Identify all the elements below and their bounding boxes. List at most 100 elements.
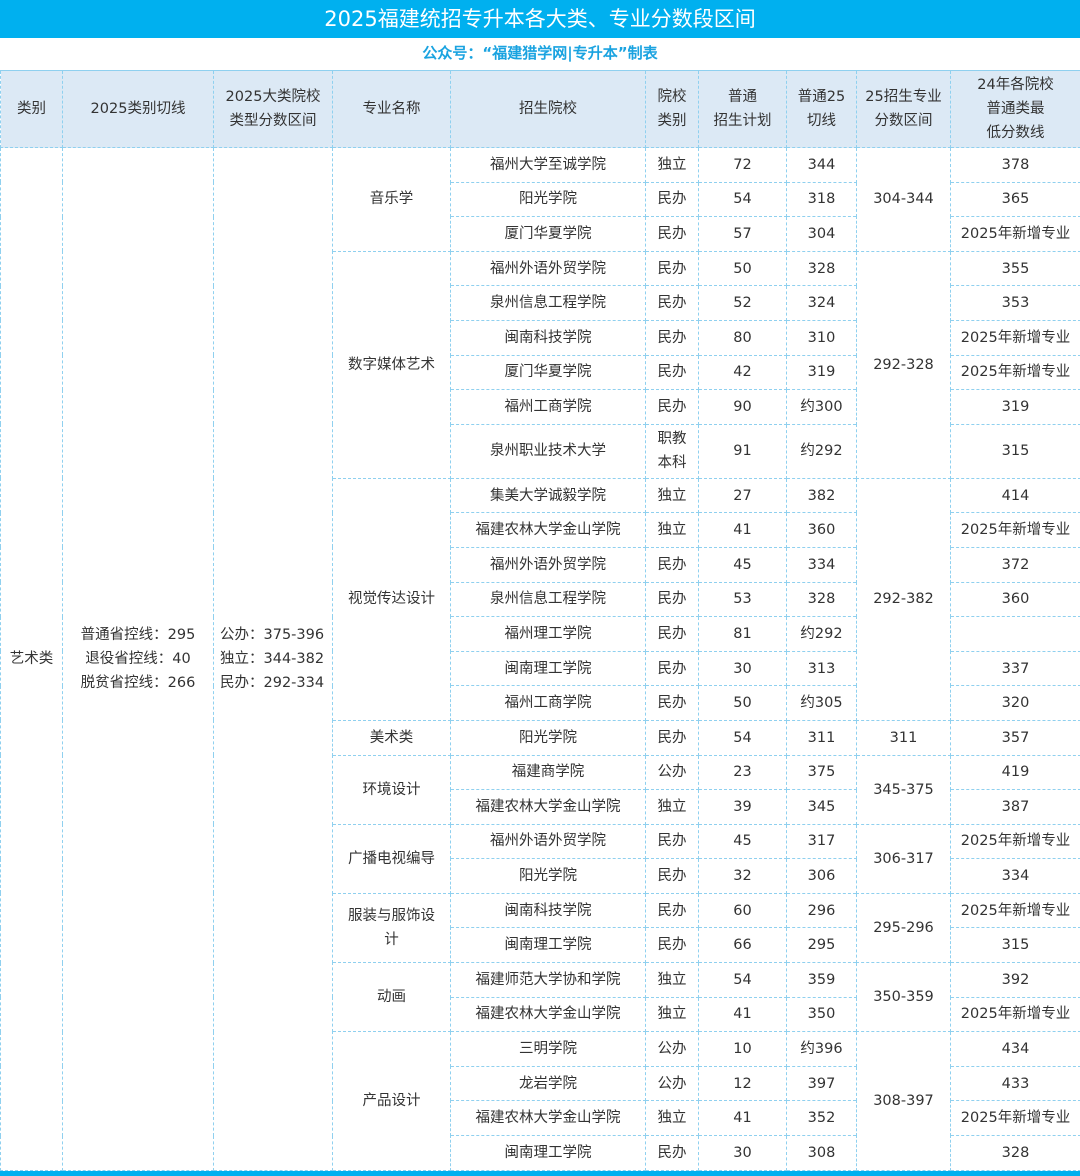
major-range-cell: 295-296 [857, 893, 951, 962]
column-header: 招生院校 [451, 71, 646, 148]
school-type-cell: 独立 [646, 513, 699, 548]
column-header-line: 类别 [1, 97, 62, 121]
cutoff-cell: 397 [787, 1066, 857, 1101]
school-type-cell: 民办 [646, 686, 699, 721]
column-header-label: 院校类别 [657, 85, 687, 133]
major-range-cell: 311 [857, 720, 951, 755]
min-score-24-cell: 353 [951, 286, 1080, 321]
min-score-24-cell: 433 [951, 1066, 1080, 1101]
column-header-line: 25招生专业 [857, 85, 950, 109]
min-score-24-cell: 2025年新增专业 [951, 893, 1080, 928]
column-header: 普通25切线 [787, 71, 857, 148]
column-header-line: 专业名称 [333, 97, 450, 121]
school-cell: 福建商学院 [451, 755, 646, 790]
school-cell: 福州外语外贸学院 [451, 251, 646, 286]
school-type-cell: 公办 [646, 755, 699, 790]
min-score-24-cell: 328 [951, 1136, 1080, 1171]
school-cell: 闽南理工学院 [451, 928, 646, 963]
school-cell: 泉州职业技术大学 [451, 424, 646, 478]
cutoff-cell: 308 [787, 1136, 857, 1171]
cutoff-cell: 345 [787, 790, 857, 825]
min-score-24-cell: 319 [951, 390, 1080, 425]
min-score-24-cell: 434 [951, 1032, 1080, 1067]
plan-cell: 41 [699, 1101, 787, 1136]
school-type-cell: 民办 [646, 547, 699, 582]
category-cutoff-cell-line: 退役省控线：40 [63, 647, 213, 671]
column-header: 25招生专业分数区间 [857, 71, 951, 148]
cutoff-cell: 350 [787, 997, 857, 1032]
type-range-cell-line: 民办：292-334 [220, 671, 332, 695]
cutoff-cell: 318 [787, 182, 857, 217]
cutoff-cell: 344 [787, 148, 857, 183]
school-cell: 福州大学至诚学院 [451, 148, 646, 183]
column-header: 类别 [1, 71, 63, 148]
school-cell: 闽南理工学院 [451, 1136, 646, 1171]
major-name-cell: 服装与服饰设计 [333, 893, 451, 962]
min-score-24-cell: 365 [951, 182, 1080, 217]
major-range-cell: 350-359 [857, 963, 951, 1032]
cutoff-cell: 360 [787, 513, 857, 548]
school-type-cell: 民办 [646, 859, 699, 894]
min-score-24-cell: 2025年新增专业 [951, 997, 1080, 1032]
plan-cell: 50 [699, 686, 787, 721]
school-type-cell: 独立 [646, 790, 699, 825]
school-cell: 福州工商学院 [451, 686, 646, 721]
cutoff-cell: 约292 [787, 617, 857, 652]
min-score-24-cell: 357 [951, 720, 1080, 755]
column-header-line: 2025大类院校 [214, 85, 332, 109]
school-cell: 集美大学诚毅学院 [451, 478, 646, 513]
school-type-cell: 独立 [646, 148, 699, 183]
cutoff-cell: 328 [787, 582, 857, 617]
cutoff-cell: 311 [787, 720, 857, 755]
plan-cell: 54 [699, 182, 787, 217]
school-type-cell: 民办 [646, 893, 699, 928]
min-score-24-cell: 2025年新增专业 [951, 355, 1080, 390]
min-score-24-cell: 320 [951, 686, 1080, 721]
school-type-cell: 民办 [646, 617, 699, 652]
school-type-label: 职教本科 [657, 427, 687, 475]
cutoff-cell: 295 [787, 928, 857, 963]
column-header-line: 分数区间 [857, 109, 950, 133]
plan-cell: 91 [699, 424, 787, 478]
school-cell: 福建师范大学协和学院 [451, 963, 646, 998]
min-score-24-cell: 378 [951, 148, 1080, 183]
plan-cell: 52 [699, 286, 787, 321]
major-range-cell: 308-397 [857, 1032, 951, 1170]
school-type-cell: 民办 [646, 217, 699, 252]
plan-cell: 41 [699, 997, 787, 1032]
column-header-line: 低分数线 [951, 121, 1080, 145]
cutoff-cell: 310 [787, 320, 857, 355]
school-type-cell: 民办 [646, 651, 699, 686]
column-header-line: 招生计划 [699, 109, 786, 133]
column-header-line: 24年各院校 [951, 73, 1080, 97]
min-score-24-cell: 315 [951, 928, 1080, 963]
plan-cell: 32 [699, 859, 787, 894]
cutoff-cell: 334 [787, 547, 857, 582]
school-type-cell: 职教本科 [646, 424, 699, 478]
school-type-cell: 独立 [646, 478, 699, 513]
plan-cell: 30 [699, 651, 787, 686]
plan-cell: 50 [699, 251, 787, 286]
school-cell: 厦门华夏学院 [451, 217, 646, 252]
school-cell: 福州外语外贸学院 [451, 547, 646, 582]
school-cell: 阳光学院 [451, 859, 646, 894]
column-header-line: 普通 [699, 85, 786, 109]
school-cell: 福建农林大学金山学院 [451, 790, 646, 825]
plan-cell: 54 [699, 963, 787, 998]
school-cell: 福州外语外贸学院 [451, 824, 646, 859]
subtitle: 公众号：“福建猎学网|专升本”制表 [0, 38, 1080, 70]
school-type-cell: 民办 [646, 582, 699, 617]
school-cell: 福建农林大学金山学院 [451, 513, 646, 548]
min-score-24-cell: 337 [951, 651, 1080, 686]
plan-cell: 66 [699, 928, 787, 963]
category-cutoff-cell-line: 脱贫省控线：266 [63, 671, 213, 695]
plan-cell: 54 [699, 720, 787, 755]
cutoff-cell: 约292 [787, 424, 857, 478]
school-type-cell: 独立 [646, 963, 699, 998]
cutoff-cell: 375 [787, 755, 857, 790]
school-cell: 福建农林大学金山学院 [451, 997, 646, 1032]
school-cell: 阳光学院 [451, 720, 646, 755]
major-name-cell: 音乐学 [333, 148, 451, 252]
